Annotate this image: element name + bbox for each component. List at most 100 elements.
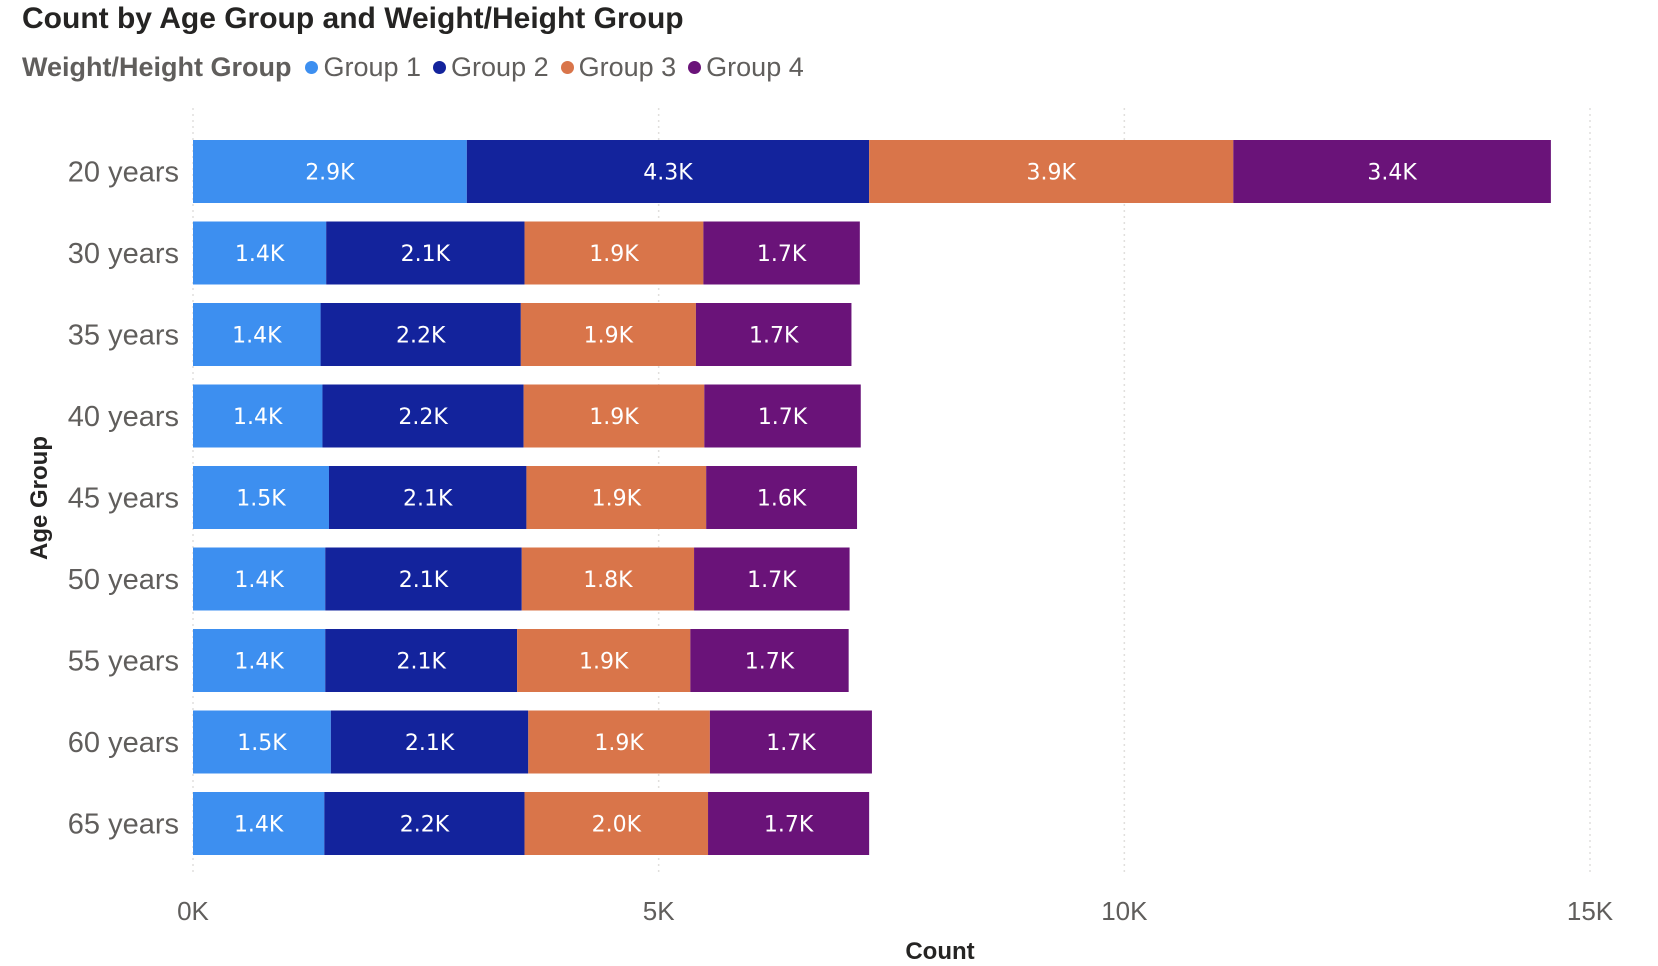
legend-marker — [688, 61, 702, 74]
category-label: 55 years — [68, 646, 179, 678]
bar-segment[interactable] — [528, 710, 710, 774]
bar-segment[interactable] — [320, 303, 521, 366]
legend-marker — [433, 61, 447, 74]
bar-segment[interactable] — [330, 710, 529, 774]
category-labels: 20 years 30 years 35 years 40 years 45 years… — [68, 157, 179, 841]
legend-item-group-1[interactable]: Group 1 — [305, 52, 421, 83]
bar-segment[interactable] — [524, 792, 709, 855]
data-label: 2.2K — [400, 813, 450, 838]
category-label: 65 years — [68, 809, 179, 841]
data-label: 2.2K — [396, 324, 446, 349]
bar-segment[interactable] — [325, 629, 518, 692]
x-axis-ticks: 0K 5K 10K 15K — [177, 896, 1614, 926]
bars: 2.9K 4.3K 3.9K 3.4K 1.4K 2.1K 1.9K 1.7K 1.4K 2.2K… — [193, 140, 1551, 855]
data-label: 1.6K — [757, 487, 807, 512]
bar-segment[interactable] — [1233, 140, 1551, 203]
legend-item-group-4[interactable]: Group 4 — [688, 52, 804, 83]
bar-segment[interactable] — [521, 547, 695, 611]
bar-segment[interactable] — [328, 466, 527, 529]
legend-marker — [560, 61, 574, 74]
x-tick-label: 15K — [1567, 896, 1614, 926]
data-label: 3.9K — [1027, 161, 1077, 186]
bar-segment[interactable] — [326, 221, 525, 285]
data-label: 1.4K — [234, 568, 284, 593]
data-label: 2.1K — [401, 242, 451, 267]
legend-marker — [305, 61, 319, 74]
category-label: 30 years — [68, 238, 179, 270]
bar-segment[interactable] — [694, 547, 850, 611]
bar-segment[interactable] — [325, 547, 522, 611]
bar-segment[interactable] — [324, 792, 525, 855]
bar-segment[interactable] — [709, 710, 872, 774]
bar-segment[interactable] — [869, 140, 1234, 203]
y-axis-title: Age Group — [26, 436, 53, 560]
data-label: 2.1K — [396, 650, 446, 675]
data-label: 1.7K — [766, 731, 816, 756]
category-label: 60 years — [68, 727, 179, 759]
data-label: 2.1K — [405, 731, 455, 756]
category-label: 20 years — [68, 157, 179, 189]
bar-segment[interactable] — [193, 466, 329, 529]
bar-segment[interactable] — [704, 384, 861, 448]
legend: Weight/Height Group Group 1 Group 2 Grou… — [22, 52, 816, 83]
bar-segment[interactable] — [517, 629, 691, 692]
bar-segment[interactable] — [695, 303, 852, 366]
bar-segment[interactable] — [690, 629, 849, 692]
data-label: 1.8K — [583, 568, 633, 593]
data-label: 1.9K — [592, 487, 642, 512]
data-label: 1.4K — [232, 324, 282, 349]
bar-segment[interactable] — [193, 303, 321, 366]
x-tick-label: 5K — [643, 896, 675, 926]
data-label: 1.4K — [234, 813, 284, 838]
legend-label: Group 1 — [323, 52, 422, 82]
data-label: 1.7K — [764, 813, 814, 838]
bar-segment[interactable] — [193, 140, 467, 203]
category-label: 45 years — [68, 483, 179, 515]
x-tick-label: 0K — [177, 896, 209, 926]
bar-segment[interactable] — [524, 221, 704, 285]
bar-segment[interactable] — [193, 792, 325, 855]
data-label: 4.3K — [643, 161, 693, 186]
data-label: 1.9K — [584, 324, 634, 349]
bar-segment[interactable] — [706, 466, 858, 529]
data-label: 1.7K — [758, 405, 808, 430]
data-label: 2.0K — [592, 813, 642, 838]
bar-segment[interactable] — [193, 221, 327, 285]
bar-segment[interactable] — [322, 384, 524, 448]
data-label: 2.9K — [305, 161, 355, 186]
data-label: 1.9K — [579, 650, 629, 675]
bar-segment[interactable] — [193, 629, 326, 692]
bar-segment[interactable] — [193, 384, 323, 448]
legend-label: Group 3 — [578, 52, 677, 82]
bar-segment[interactable] — [703, 221, 860, 285]
data-label: 1.5K — [237, 731, 287, 756]
bar-segment[interactable] — [193, 710, 331, 774]
bar-segment[interactable] — [523, 384, 705, 448]
data-label: 2.1K — [403, 487, 453, 512]
bar-segment[interactable] — [526, 466, 707, 529]
category-label: 40 years — [68, 401, 179, 433]
data-label: 1.4K — [234, 650, 284, 675]
x-axis-title: Count — [905, 938, 974, 965]
data-label: 1.9K — [589, 405, 639, 430]
category-label: 50 years — [68, 564, 179, 596]
bar-segment[interactable] — [466, 140, 870, 203]
data-label: 1.4K — [235, 242, 285, 267]
legend-item-group-3[interactable]: Group 3 — [560, 52, 677, 83]
data-label: 2.1K — [399, 568, 449, 593]
data-label: 2.2K — [398, 405, 448, 430]
data-label: 1.7K — [749, 324, 799, 349]
data-label: 1.7K — [757, 242, 807, 267]
bar-segment[interactable] — [520, 303, 696, 366]
category-label: 35 years — [68, 320, 179, 352]
data-label: 1.5K — [236, 487, 286, 512]
bar-segment[interactable] — [708, 792, 870, 855]
bar-segment[interactable] — [193, 547, 326, 611]
data-label: 1.4K — [233, 405, 283, 430]
data-label: 1.7K — [745, 650, 795, 675]
legend-label: Group 2 — [451, 52, 549, 82]
data-label: 3.4K — [1367, 161, 1417, 186]
legend-item-group-2[interactable]: Group 2 — [433, 52, 549, 83]
data-label: 1.9K — [594, 731, 644, 756]
